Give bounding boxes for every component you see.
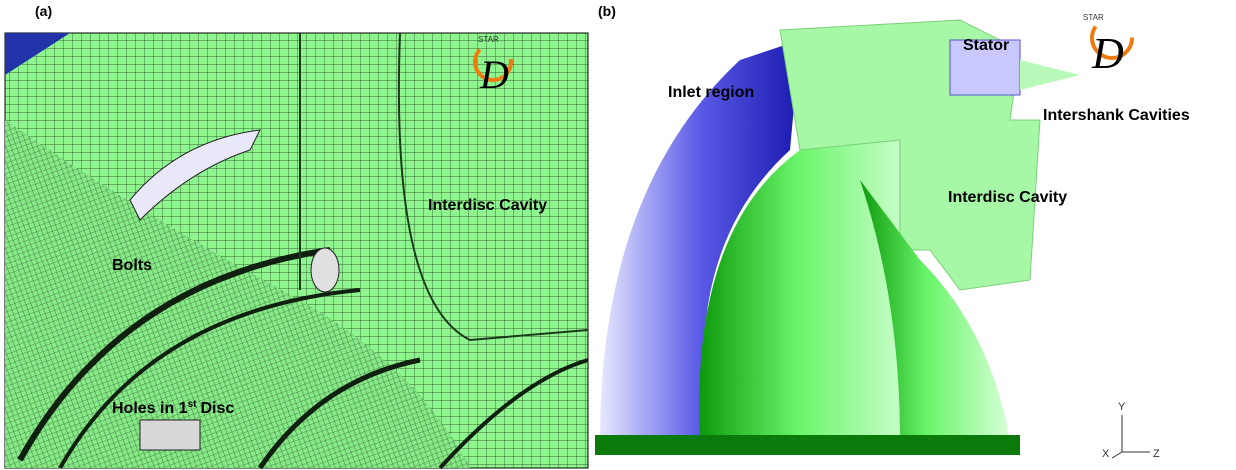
label: Bolts <box>112 257 152 274</box>
logo-big: D <box>1091 29 1124 78</box>
bolt <box>311 248 339 292</box>
label: Interdisc Cavity <box>428 197 547 214</box>
hole <box>140 420 200 450</box>
page: (a) Bolts Holes in 1stDisc Interdisc Cav… <box>0 0 1236 470</box>
panel-tag: (a) <box>35 3 52 19</box>
logo-big: D <box>479 52 509 97</box>
label: Inlet region <box>668 84 754 101</box>
superscript: st <box>188 399 198 410</box>
axis-label: Y <box>1118 401 1126 413</box>
figure: (a) Bolts Holes in 1stDisc Interdisc Cav… <box>0 0 1236 470</box>
label: Intershank Cavities <box>1043 107 1190 124</box>
base <box>595 435 1020 455</box>
logo-small: STAR <box>478 35 499 44</box>
axis-triad <box>1112 415 1150 458</box>
logo-small: STAR <box>1083 13 1104 22</box>
label: Interdisc Cavity <box>948 189 1067 206</box>
axis-label: Z <box>1153 448 1160 460</box>
label: Stator <box>963 37 1009 54</box>
label-part: Holes in 1 <box>112 400 188 417</box>
axis-label: X <box>1102 448 1110 460</box>
label-part: Disc <box>200 400 234 417</box>
panel-b: (b) Inlet region Stator Intershank Cavit… <box>595 3 1190 460</box>
blade <box>1020 60 1080 90</box>
panel-tag: (b) <box>598 3 616 19</box>
